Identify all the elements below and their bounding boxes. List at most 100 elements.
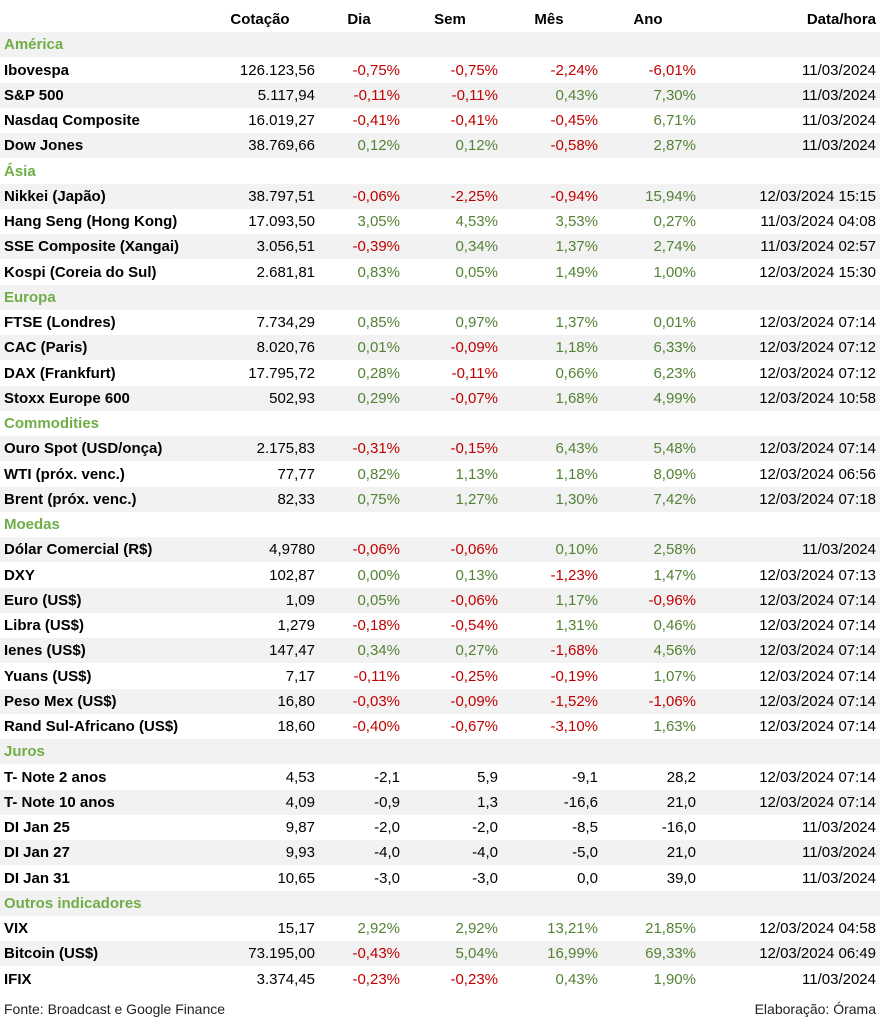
row-name: Dólar Comercial (R$) [4,541,153,559]
cell-sem: 4,53% [455,213,498,230]
cell-sem: -0,06% [450,541,498,559]
cell-mes: -16,6 [563,793,598,811]
cell-sem: -0,15% [450,440,498,458]
cell-sem: 1,27% [455,490,498,508]
cell-sem: 0,27% [455,642,498,660]
cell-ano: 1,63% [653,718,696,735]
cell-mes: -5,0 [572,844,598,862]
cell-cotacao: 5.117,94 [257,86,315,104]
cell-datahora: 11/03/2024 02:57 [760,238,876,256]
cell-mes: 1,68% [555,389,598,407]
row-name: Kospi (Coreia do Sul) [4,263,157,281]
cell-dia: 0,82% [357,465,400,483]
row-name: Peso Mex (US$) [4,692,117,710]
cell-mes: 1,30% [555,490,598,508]
row-name: CAC (Paris) [4,339,88,357]
cell-ano: 4,56% [653,642,696,660]
cell-cotacao: 3.374,45 [256,970,315,988]
cell-datahora: 11/03/2024 04:08 [760,213,876,230]
table-row: Bitcoin (US$) 73.195,00 -0,43% 5,04% 16,99% 6… [0,941,880,967]
cell-dia: -0,11% [353,86,400,104]
table-row: WTI (próx. venc.) 77,77 0,82% 1,13% 1,18% 8,0… [0,462,880,487]
cell-datahora: 11/03/2024 [802,970,876,988]
header-sem: Sem [434,11,466,28]
cell-cotacao: 1,09 [285,591,315,609]
cell-ano: -16,0 [661,819,696,836]
cell-ano: 28,2 [666,768,696,786]
cell-ano: 6,23% [653,364,696,382]
cell-dia: -4,0 [374,844,400,862]
table-row: Ibovespa 126.123,56 -0,75% -0,75% -2,24% -6,0… [0,58,880,83]
cell-cotacao: 9,87 [285,819,315,836]
cell-cotacao: 17.093,50 [248,213,315,230]
row-name: Nikkei (Japão) [4,187,106,205]
row-name: WTI (próx. venc.) [4,465,125,483]
cell-dia: -2,0 [374,819,400,836]
table-row: VIX 15,17 2,92% 2,92% 13,21% 21,85% 12/03/2024… [0,916,880,941]
cell-dia: 2,92% [357,920,400,937]
cell-cotacao: 16,80 [277,692,315,710]
cell-sem: 0,12% [455,137,498,155]
cell-datahora: 11/03/2024 [802,137,876,155]
cell-cotacao: 4,09 [285,793,315,811]
cell-cotacao: 502,93 [269,389,315,407]
table-row: Nikkei (Japão) 38.797,51 -0,06% -2,25% -0,94… [0,183,880,209]
cell-dia: -3,0 [374,869,400,887]
cell-dia: -2,1 [374,768,400,786]
cell-ano: 7,42% [653,490,696,508]
footer-source: Fonte: Broadcast e Google Finance [4,1001,226,1017]
cell-ano: 1,00% [653,263,696,281]
cell-cotacao: 82,33 [277,490,315,508]
cell-sem: 5,9 [477,768,498,786]
row-name: DAX (Frankfurt) [4,364,116,382]
cell-mes: 0,10% [555,541,598,559]
cell-cotacao: 38.797,51 [248,187,315,205]
cell-ano: 0,01% [653,314,696,331]
table-row: Ienes (US$) 147,47 0,34% 0,27% -1,68% 4,56% 12… [0,638,880,664]
cell-datahora: 12/03/2024 15:30 [759,263,876,281]
table-row: Libra (US$) 1,279 -0,18% -0,54% 1,31% 0,46% 12… [0,613,880,638]
cell-dia: -0,9 [374,793,400,811]
table-row: Nasdaq Composite 16.019,27 -0,41% -0,41% -0,… [0,108,880,133]
cell-sem: -0,09% [450,339,498,357]
row-name: Yuans (US$) [4,667,92,685]
row-name: Ienes (US$) [4,642,86,660]
cell-mes: 1,49% [555,263,598,281]
cell-sem: -0,06% [450,591,498,609]
section-title: América [4,36,64,54]
row-name: T- Note 2 anos [4,768,107,786]
cell-dia: -0,75% [352,61,400,79]
row-name: DXY [4,566,35,584]
row-name: DI Jan 31 [4,869,70,887]
cell-dia: 0,28% [357,364,400,382]
cell-sem: -0,67% [450,718,498,735]
footer-credit: Elaboração: Órama [754,1001,876,1017]
section-header: América [0,32,880,58]
table-row: Yuans (US$) 7,17 -0,11% -0,25% -0,19% 1,07% 12… [0,664,880,689]
cell-ano: -0,96% [648,591,696,609]
cell-sem: -0,41% [450,112,498,129]
cell-dia: -0,11% [353,667,400,685]
cell-mes: -1,52% [550,692,598,710]
cell-datahora: 12/03/2024 10:58 [759,389,876,407]
cell-dia: -0,39% [352,238,400,256]
cell-datahora: 12/03/2024 07:18 [759,490,876,508]
cell-mes: 1,31% [555,617,598,634]
cell-datahora: 12/03/2024 07:12 [759,339,876,357]
cell-ano: 69,33% [645,945,696,963]
row-name: Brent (próx. venc.) [4,490,137,508]
cell-mes: 1,37% [555,314,598,331]
cell-dia: 0,29% [357,389,400,407]
cell-datahora: 12/03/2024 07:14 [759,768,876,786]
cell-dia: -0,43% [352,945,400,963]
cell-datahora: 12/03/2024 07:14 [759,314,876,331]
cell-cotacao: 147,47 [269,642,315,660]
cell-cotacao: 77,77 [277,465,315,483]
cell-datahora: 12/03/2024 07:13 [759,566,876,584]
cell-dia: 0,00% [357,566,400,584]
table-row: T- Note 10 anos 4,09 -0,9 1,3 -16,6 21,0 12/03… [0,789,880,815]
cell-datahora: 12/03/2024 07:14 [759,793,876,811]
table-row: SSE Composite (Xangai) 3.056,51 -0,39% 0,34… [0,234,880,260]
cell-ano: 21,0 [666,844,696,862]
